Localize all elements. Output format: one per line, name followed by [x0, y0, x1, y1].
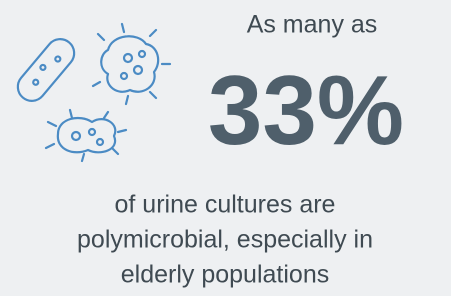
infographic: As many as 33% of urine cultures are poly… — [0, 0, 451, 296]
body-line: elderly populations — [121, 261, 329, 289]
lead-text: As many as — [247, 11, 378, 39]
stat-value: 33% — [208, 55, 404, 165]
body-line: polymicrobial, especially in — [77, 226, 373, 254]
body-line: of urine cultures are — [115, 191, 336, 219]
